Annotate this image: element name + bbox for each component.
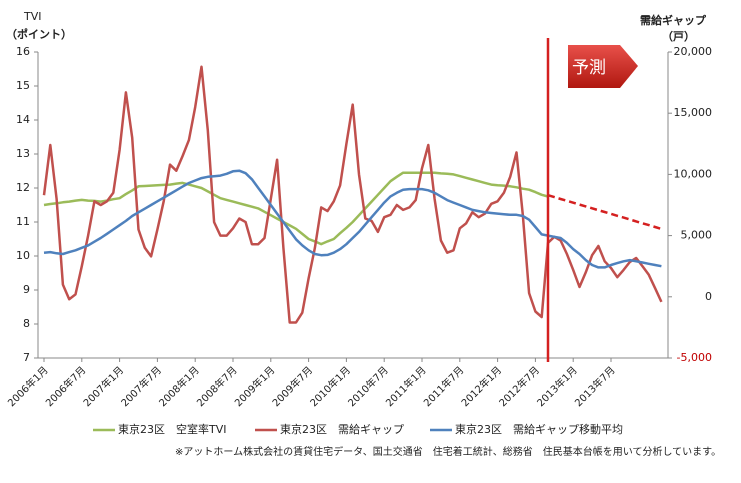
y2-tick-label: 10,000 bbox=[674, 167, 713, 180]
right-axis-unit: （戸） bbox=[662, 30, 695, 43]
series-line bbox=[43, 169, 662, 269]
y-tick-label: 14 bbox=[16, 113, 30, 126]
y2-tick-label: -5,000 bbox=[677, 351, 712, 364]
y-tick-label: 12 bbox=[16, 181, 30, 194]
series-line bbox=[43, 171, 549, 246]
right-axis-title: 需給ギャップ bbox=[640, 13, 707, 27]
y-tick-label: 11 bbox=[16, 215, 30, 228]
y-tick-label: 13 bbox=[16, 147, 30, 160]
forecast-line bbox=[547, 194, 662, 231]
legend-label: 東京23区 需給ギャップ移動平均 bbox=[455, 422, 623, 436]
series-line bbox=[42, 65, 663, 324]
left-axis-title: TVI bbox=[23, 10, 42, 23]
forecast-arrow bbox=[568, 45, 638, 88]
left-axis-unit: （ポイント） bbox=[6, 27, 72, 41]
annotation: 予測 bbox=[572, 58, 606, 78]
y2-tick-label: 0 bbox=[705, 290, 712, 303]
y-tick-label: 8 bbox=[23, 317, 30, 330]
legend-label: 東京23区 需給ギャップ bbox=[280, 422, 404, 436]
y-tick-label: 10 bbox=[16, 249, 30, 262]
y-tick-label: 15 bbox=[16, 79, 30, 92]
y2-tick-label: 5,000 bbox=[681, 229, 713, 242]
footnote: ※アットホーム株式会社の賃貸住宅データ、国土交通省 住宅着工統計、総務省 住民基… bbox=[175, 445, 721, 458]
y-tick-label: 9 bbox=[23, 283, 30, 296]
x-tick-label: 2013年7月 bbox=[572, 363, 618, 409]
legend-label: 東京23区 空室率TVI bbox=[118, 422, 227, 436]
y-tick-label: 16 bbox=[16, 45, 30, 58]
y2-tick-label: 15,000 bbox=[674, 106, 713, 119]
y-tick-label: 7 bbox=[23, 351, 30, 364]
y2-tick-label: 20,000 bbox=[674, 45, 713, 58]
